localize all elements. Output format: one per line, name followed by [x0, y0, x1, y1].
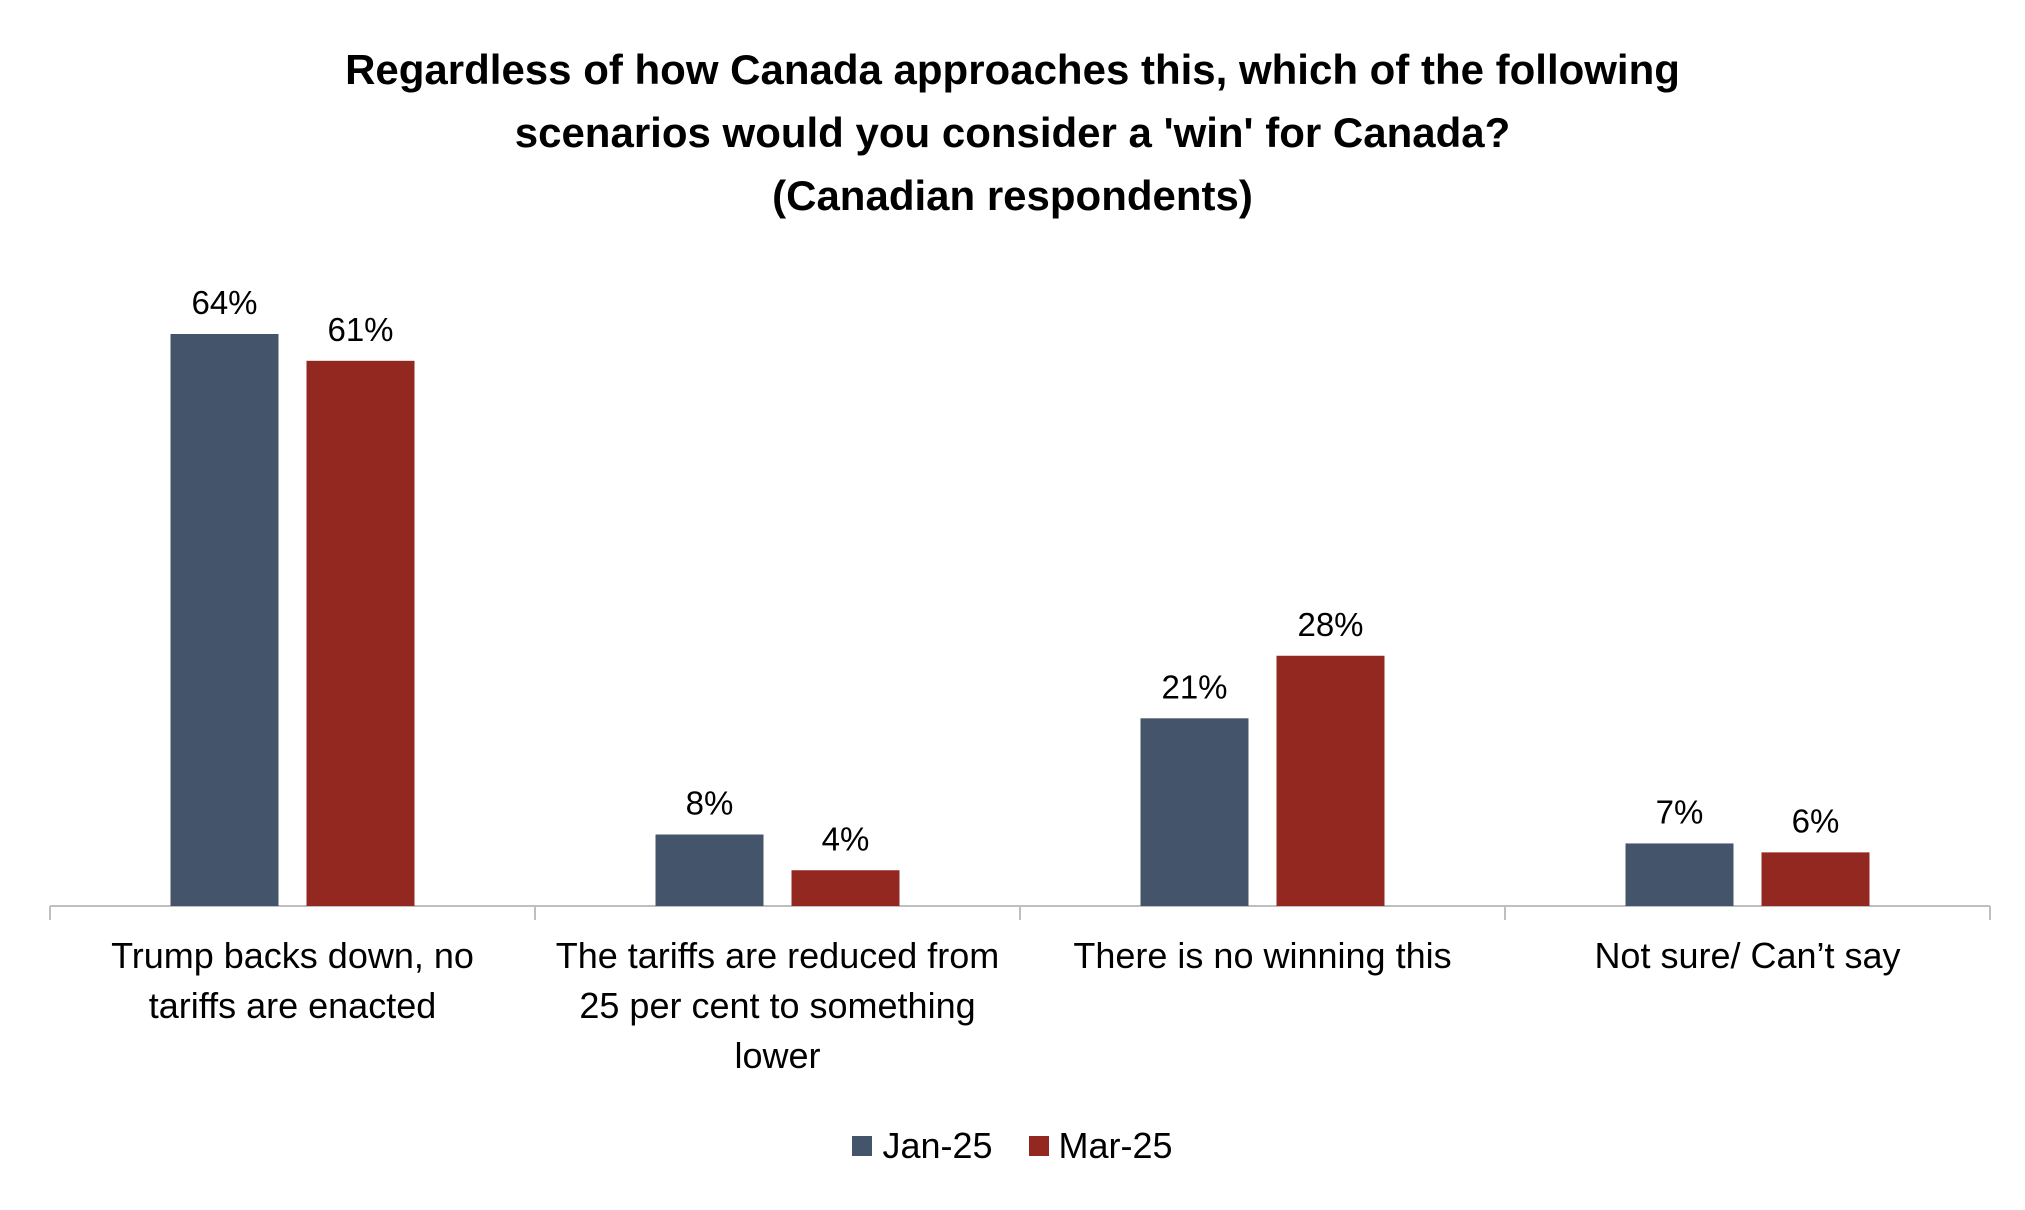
legend-item-mar-25: Mar-25: [1028, 1125, 1173, 1167]
data-label: 4%: [822, 820, 870, 857]
bar-jan-25-0: [170, 334, 279, 906]
x-tick-label: The tariffs are reduced from: [556, 935, 1000, 976]
bar-mar-25-3: [1761, 852, 1870, 906]
data-label: 8%: [686, 785, 734, 822]
legend-swatch-jan-25: [852, 1136, 873, 1156]
chart-legend: Jan-25 Mar-25: [0, 1125, 2025, 1167]
data-label: 7%: [1656, 793, 1704, 830]
bar-jan-25-3: [1625, 843, 1734, 906]
chart-title-line-1: Regardless of how Canada approaches this…: [345, 46, 1680, 93]
bar-jan-25-1: [655, 834, 764, 906]
data-label: 6%: [1792, 802, 1840, 839]
x-tick-label: Trump backs down, no: [111, 935, 474, 976]
bar-mar-25-2: [1276, 655, 1385, 906]
x-tick-label: lower: [734, 1035, 820, 1076]
x-tick-label: 25 per cent to something: [579, 985, 975, 1026]
bar-jan-25-2: [1140, 718, 1249, 906]
bar-mar-25-0: [306, 360, 415, 906]
legend-item-jan-25: Jan-25: [852, 1125, 993, 1167]
x-tick-label: There is no winning this: [1073, 935, 1451, 976]
chart-title: Regardless of how Canada approaches this…: [0, 38, 2025, 227]
legend-label-mar-25: Mar-25: [1058, 1125, 1173, 1166]
data-label: 61%: [327, 311, 393, 348]
x-tick-label: tariffs are enacted: [149, 985, 437, 1026]
legend-label-jan-25: Jan-25: [882, 1125, 993, 1166]
legend-swatch-mar-25: [1028, 1136, 1049, 1156]
bar-mar-25-1: [791, 870, 900, 906]
x-tick-label: Not sure/ Can’t say: [1594, 935, 1900, 976]
chart-title-line-2: scenarios would you consider a 'win' for…: [514, 109, 1511, 156]
data-label: 64%: [191, 284, 257, 321]
data-label: 28%: [1297, 606, 1363, 643]
data-label: 21%: [1161, 668, 1227, 705]
chart-title-line-3: (Canadian respondents): [772, 172, 1253, 219]
